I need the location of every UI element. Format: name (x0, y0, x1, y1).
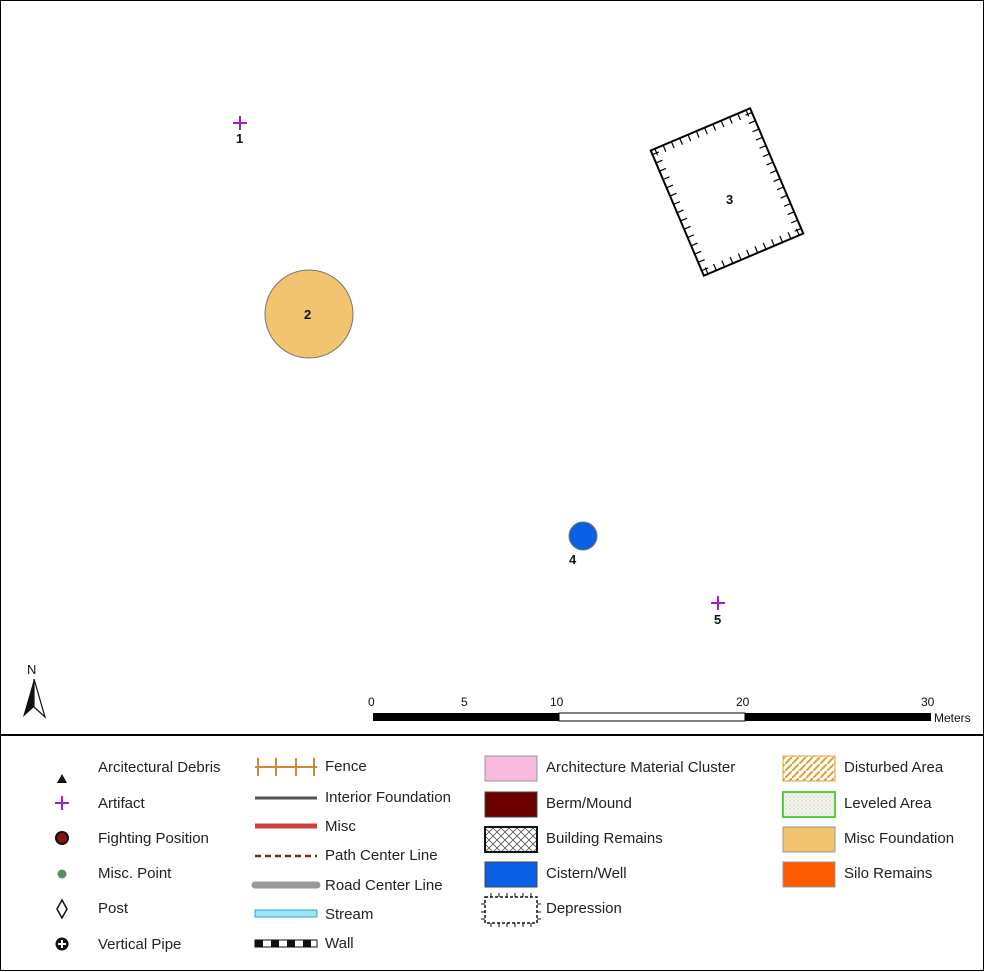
legend-label-building-remains: Building Remains (546, 830, 663, 847)
legend-label-misc: Misc (325, 818, 356, 835)
scale-bar: 0 5 10 20 30 Meters (368, 695, 971, 725)
legend: Arcitectural Debris Artifact Fighting Po… (1, 734, 983, 972)
feature-label-2: 2 (304, 307, 311, 322)
scale-unit: Meters (934, 711, 971, 725)
crosshatch-fill-icon (484, 826, 538, 853)
legend-label-architecture-material-cluster: Architecture Material Cluster (546, 759, 736, 776)
artifact-feature-1[interactable]: 1 (233, 116, 247, 146)
feature-label-1: 1 (236, 131, 243, 146)
depression-fill-icon (481, 893, 541, 927)
legend-label-fighting-position: Fighting Position (98, 830, 209, 847)
diamond-icon (56, 898, 68, 920)
legend-label-misc-point: Misc. Point (98, 865, 172, 882)
maroon-fill-icon (484, 791, 538, 818)
stream-line-icon (254, 909, 318, 918)
legend-label-path-center-line: Path Center Line (325, 847, 438, 864)
orange-fill-icon (782, 861, 836, 888)
legend-label-artifact: Artifact (98, 795, 145, 812)
legend-label-fence: Fence (325, 758, 367, 775)
wall-line-icon (254, 939, 318, 948)
green-dot-icon (57, 869, 67, 879)
depression-feature-3[interactable] (649, 106, 805, 278)
north-arrow-icon (23, 679, 34, 717)
dark-red-circle-icon (55, 831, 69, 845)
legend-label-interior-foundation: Interior Foundation (325, 789, 451, 806)
legend-label-arcitectural-debris: Arcitectural Debris (98, 759, 221, 776)
cistern-feature-4[interactable]: 4 (568, 521, 598, 567)
stipple-fill-icon (782, 791, 836, 818)
fence-line-icon (255, 758, 317, 776)
hatch-fill-icon (782, 755, 836, 782)
misc-foundation-feature-2[interactable]: 2 (264, 269, 354, 359)
circle-cross-icon (55, 937, 69, 951)
legend-label-leveled-area: Leveled Area (844, 795, 932, 812)
triangle-icon (57, 774, 67, 783)
map-canvas: 1 2 3 4 5 N 0 5 (23, 106, 971, 725)
plus-icon (55, 796, 69, 810)
legend-label-vertical-pipe: Vertical Pipe (98, 936, 182, 953)
plus-icon (233, 116, 247, 130)
legend-label-wall: Wall (325, 935, 354, 952)
feature-label-3: 3 (726, 192, 733, 207)
legend-symbols (55, 755, 836, 951)
legend-label-berm-mound: Berm/Mound (546, 795, 632, 812)
feature-label-4: 4 (569, 552, 577, 567)
legend-label-misc-foundation: Misc Foundation (844, 830, 955, 847)
north-label: N (27, 662, 36, 677)
scale-tick-20: 20 (736, 695, 750, 709)
legend-label-road-center-line: Road Center Line (325, 877, 443, 894)
legend-label-silo-remains: Silo Remains (844, 865, 933, 882)
feature-label-5: 5 (714, 612, 721, 627)
legend-label-depression: Depression (546, 900, 622, 917)
legend-label-cistern-well: Cistern/Well (546, 865, 627, 882)
legend-label-stream: Stream (325, 906, 374, 923)
scale-tick-30: 30 (921, 695, 935, 709)
scale-tick-0: 0 (368, 695, 375, 709)
legend-label-disturbed-area: Disturbed Area (844, 759, 944, 776)
blue-fill-icon (484, 861, 538, 888)
scale-tick-10: 10 (550, 695, 564, 709)
legend-label-post: Post (98, 900, 129, 917)
plus-icon (711, 596, 725, 610)
artifact-feature-5[interactable]: 5 (711, 596, 725, 627)
scale-tick-5: 5 (461, 695, 468, 709)
north-arrow: N (23, 662, 47, 719)
tan-fill-icon (782, 826, 836, 853)
pink-fill-icon (484, 755, 538, 782)
